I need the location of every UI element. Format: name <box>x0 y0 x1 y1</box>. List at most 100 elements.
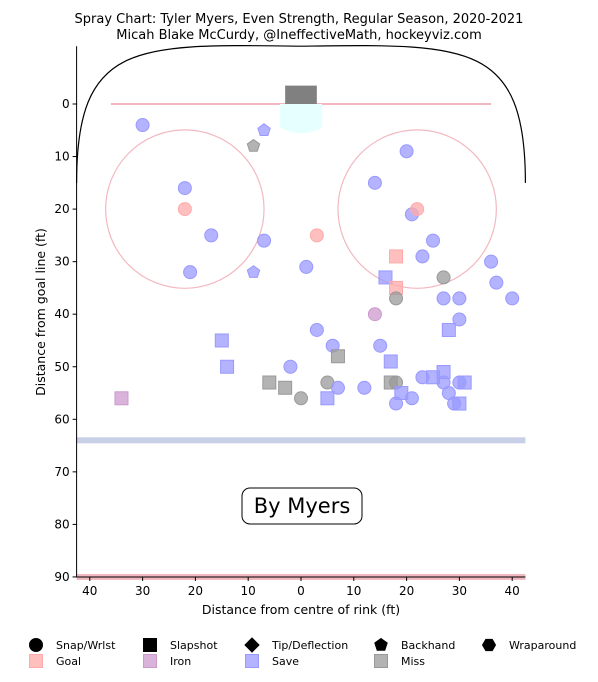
legend-outcome-label: Save <box>272 655 299 668</box>
x-axis-label: Distance from centre of rink (ft) <box>202 602 400 617</box>
x-tick-label: 30 <box>452 584 467 598</box>
shot-point <box>257 233 272 248</box>
shot-point <box>135 118 150 133</box>
x-tick-label: 20 <box>399 584 414 598</box>
shot-point <box>114 391 129 406</box>
y-tick-label: 40 <box>54 307 69 321</box>
shot-point <box>410 202 425 217</box>
y-tick-label: 70 <box>54 465 69 479</box>
shot-point <box>452 396 467 411</box>
legend-outcome-marker <box>374 654 388 668</box>
by-myers-annotation: By Myers <box>241 487 363 525</box>
shot-point <box>415 249 430 264</box>
legend-shape-marker <box>244 637 260 653</box>
shot-point <box>257 123 271 136</box>
legend-outcome-label: Miss <box>401 655 425 668</box>
shot-point <box>357 380 372 395</box>
shot-point <box>330 380 345 395</box>
y-tick-label: 90 <box>54 570 69 584</box>
shot-point <box>320 391 335 406</box>
shot-point <box>262 375 277 390</box>
shot-point <box>309 228 324 243</box>
legend-shape-label: Tip/Deflection <box>271 639 348 652</box>
shot-point <box>367 175 382 190</box>
legend-outcome-marker <box>143 654 157 668</box>
legend-outcome-label: Iron <box>170 655 191 668</box>
faceoff-circle-right <box>337 129 497 289</box>
shot-point <box>489 275 504 290</box>
shot-point <box>183 265 198 280</box>
rink-boards-right <box>300 45 526 183</box>
y-tick-label: 10 <box>54 150 69 164</box>
x-tick-label: 40 <box>82 584 97 598</box>
shot-point <box>278 380 293 395</box>
legend-shape-marker <box>143 638 157 652</box>
chart-subtitle: Micah Blake McCurdy, @IneffectiveMath, h… <box>116 28 482 43</box>
x-tick-label: 20 <box>188 584 203 598</box>
legend-outcome-marker <box>29 654 43 668</box>
legend-outcome-label: Goal <box>56 655 81 668</box>
y-tick-label: 30 <box>54 255 69 269</box>
annotation-box <box>241 487 363 525</box>
shot-point <box>177 202 192 217</box>
shot-points <box>114 118 520 411</box>
shot-point <box>505 291 520 306</box>
legend-shape-marker <box>29 638 43 652</box>
shot-point <box>204 228 219 243</box>
shot-point <box>246 138 261 152</box>
legend-shape-label: Wraparound <box>509 639 576 652</box>
blue-line <box>76 437 526 444</box>
chart-title: Spray Chart: Tyler Myers, Even Strength,… <box>75 12 524 27</box>
legend-shape-marker <box>374 637 388 651</box>
shot-point <box>214 333 229 348</box>
shot-point <box>452 291 467 306</box>
shot-point <box>436 270 451 285</box>
shot-point <box>452 312 467 327</box>
x-tick-label: 10 <box>241 584 256 598</box>
faceoff-circle-left <box>105 129 265 289</box>
shot-point <box>389 249 404 264</box>
shot-point <box>441 322 456 337</box>
legend-shape-label: Backhand <box>401 639 455 652</box>
y-tick-label: 20 <box>54 202 69 216</box>
legend: Snap/Wrlst Slapshot Tip/Deflection Backhand… <box>29 637 576 668</box>
goal-crease <box>279 104 323 134</box>
shot-point <box>283 359 298 374</box>
shot-point <box>389 396 404 411</box>
shot-point <box>383 354 398 369</box>
x-tick-label: 0 <box>297 584 305 598</box>
y-tick-label: 80 <box>54 517 69 531</box>
goal-net <box>285 85 317 104</box>
y-axis-label: Distance from goal line (ft) <box>33 228 48 396</box>
x-tick-label: 10 <box>346 584 361 598</box>
rink-boards-left <box>76 45 302 183</box>
shot-point <box>299 259 314 274</box>
shot-point <box>378 270 393 285</box>
legend-outcome-marker <box>245 654 259 668</box>
shot-point <box>404 391 419 406</box>
x-tick-label: 30 <box>135 584 150 598</box>
shot-point <box>373 338 388 353</box>
y-tick-label: 0 <box>62 97 70 111</box>
shot-point <box>399 144 414 159</box>
y-tick-label: 60 <box>54 412 69 426</box>
y-tick-label: 50 <box>54 360 69 374</box>
shot-point <box>309 322 324 337</box>
annotation-text: By Myers <box>254 494 351 518</box>
shot-point <box>457 375 472 390</box>
shot-point <box>426 233 440 248</box>
shot-point <box>246 265 261 278</box>
shot-point <box>330 349 345 364</box>
shot-point <box>484 254 499 269</box>
shot-point <box>220 359 235 374</box>
shot-point <box>389 291 404 306</box>
shot-point <box>177 181 192 196</box>
shot-point <box>294 391 308 406</box>
legend-shape-label: Snap/Wrlst <box>56 639 116 652</box>
shot-point <box>436 291 451 306</box>
x-tick-label: 40 <box>505 584 520 598</box>
legend-shape-marker <box>481 638 497 652</box>
shot-point <box>367 307 382 322</box>
legend-shape-label: Slapshot <box>170 639 218 652</box>
